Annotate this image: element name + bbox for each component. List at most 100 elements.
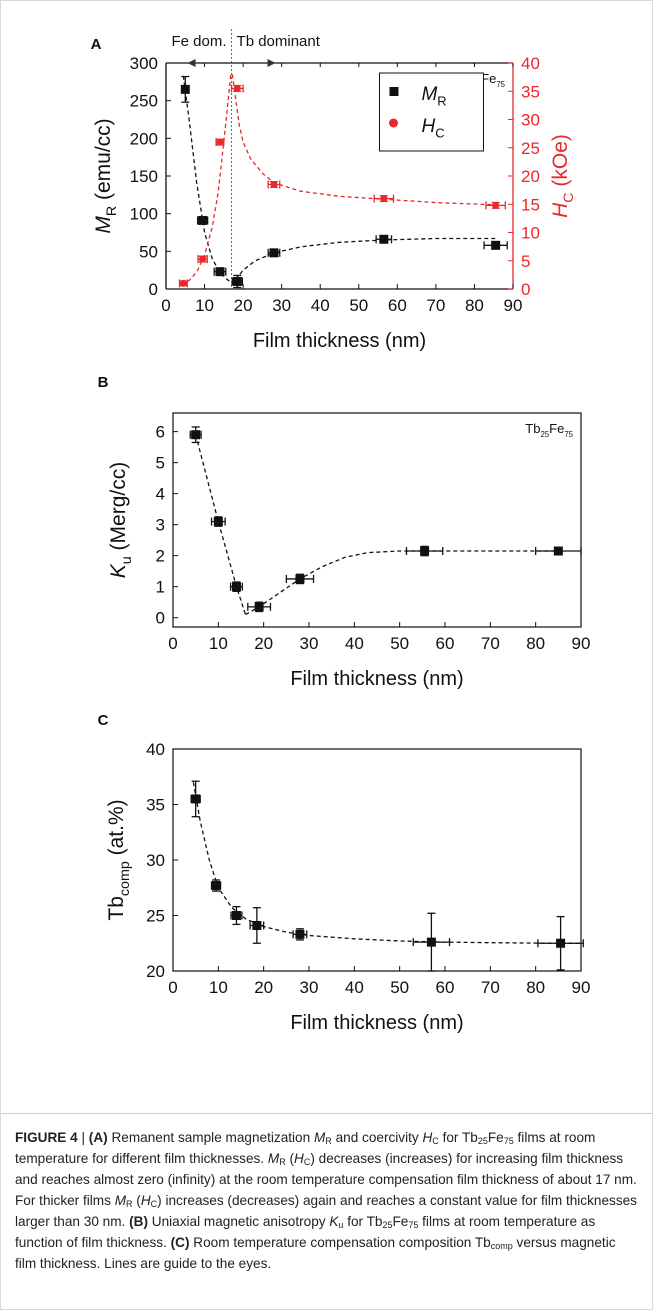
x-tick-label: 30 [300, 634, 319, 653]
x-tick-label: 90 [572, 634, 591, 653]
label-units: (emu/cc) [92, 118, 115, 206]
y-tick-label: 150 [130, 167, 158, 186]
y-tick-label: 250 [130, 92, 158, 111]
annotation-tb-dominant: Tb dominant [237, 33, 321, 50]
y-tick-label: 3 [156, 516, 165, 535]
caption-segment: Fe [392, 1214, 409, 1229]
caption-segment: K [329, 1214, 339, 1229]
data-point [232, 276, 242, 286]
panel-letter: A [91, 36, 102, 53]
data-point [553, 546, 563, 556]
sample-label-subscript: 75 [496, 80, 505, 89]
x-tick-label: 70 [481, 978, 500, 997]
y-tick-label: 35 [146, 796, 165, 815]
caption-segment: H [422, 1130, 433, 1145]
caption-segment: 75 [503, 1136, 514, 1146]
x-tick-label: 80 [526, 634, 545, 653]
annotation-fe-dominant: Fe dom. [172, 33, 227, 50]
sample-label-element: Fe [481, 71, 496, 86]
x-tick-label: 50 [349, 296, 368, 315]
y-axis-title: MR (emu/cc) [92, 118, 120, 233]
y-right-tick-label: 35 [521, 82, 540, 101]
sample-label-element: Fe [549, 421, 564, 436]
data-point-hc [270, 180, 278, 188]
y-axis-title: Ku (Merg/cc) [107, 462, 135, 578]
data-point-hc [492, 201, 500, 209]
x-tick-label: 10 [195, 296, 214, 315]
data-point [556, 938, 566, 948]
panel-letter: B [98, 374, 109, 391]
caption-segment: H [294, 1151, 304, 1166]
caption-segment: M [267, 1151, 280, 1166]
label-units: (at.%) [105, 799, 128, 861]
data-point-hc [199, 255, 207, 263]
y-tick-label: 200 [130, 129, 158, 148]
caption-segment: ) increases (decreases) again and reache… [15, 1193, 637, 1229]
data-point [379, 234, 389, 244]
label-symbol: H [421, 116, 435, 137]
x-tick-label: 80 [526, 978, 545, 997]
data-point [231, 911, 241, 920]
y-right-tick-label: 5 [521, 252, 530, 271]
caption-figure-label: FIGURE 4 [15, 1130, 78, 1145]
data-point [491, 240, 501, 250]
y-right-tick-label: 20 [521, 167, 540, 186]
caption-segment: films at room temperature for different … [15, 1130, 596, 1166]
plot-frame [172, 748, 582, 972]
x-tick-label: 70 [426, 296, 445, 315]
x-tick-label: 30 [300, 978, 319, 997]
caption-segment: versus magnetic film thickness. Lines ar… [15, 1235, 616, 1271]
data-point-hc [179, 279, 187, 287]
label-symbol: Tb [105, 896, 128, 921]
sample-label-subscript: 25 [540, 430, 549, 439]
annotation-arrow-left [187, 59, 196, 67]
x-tick-label: 40 [311, 296, 330, 315]
data-point-hc [216, 138, 224, 146]
data-point [252, 920, 262, 930]
label-units: (Merg/cc) [107, 462, 130, 557]
data-point [269, 248, 279, 258]
label-subscript: R [104, 206, 120, 216]
data-point [180, 84, 190, 94]
x-tick-label: 70 [481, 634, 500, 653]
fit-line [195, 434, 247, 615]
x-tick-label: 50 [390, 634, 409, 653]
legend-marker-hc [388, 118, 398, 128]
x-tick-label: 50 [390, 978, 409, 997]
label-symbol: M [92, 216, 115, 234]
y-tick-label: 300 [130, 54, 158, 73]
data-point [295, 929, 305, 939]
legend-marker-mr [389, 87, 399, 96]
sample-label: Tb25Fe75 [525, 421, 573, 439]
x-axis-title: Film thickness (nm) [290, 1012, 463, 1034]
x-tick-label: 60 [436, 634, 455, 653]
x-tick-label: 0 [168, 634, 177, 653]
y-axis-title: Tbcomp (at.%) [105, 799, 133, 920]
x-tick-label: 60 [436, 978, 455, 997]
data-point [231, 582, 241, 592]
x-tick-label: 10 [209, 978, 228, 997]
caption-segment: M [313, 1130, 326, 1145]
y-tick-label: 2 [156, 547, 165, 566]
data-point-hc [233, 84, 241, 92]
y-tick-label: 4 [156, 485, 165, 504]
data-point [213, 517, 223, 527]
fit-line [245, 550, 563, 616]
figure-svg: A0 10 20 30 40 50 60 70 80 9005010015020025030005… [91, 29, 591, 1034]
caption-segment: ) decreases (increases) for increasing f… [15, 1151, 637, 1208]
caption-segment: u [338, 1220, 344, 1230]
sample-label-subscript: 75 [564, 430, 573, 439]
annotation-arrow-right [267, 59, 276, 67]
label-symbol: H [549, 202, 572, 218]
y-right-tick-label: 25 [521, 139, 540, 158]
caption-segment: R [325, 1136, 332, 1146]
caption-segment: ( [285, 1151, 294, 1166]
y-tick-label: 0 [149, 280, 158, 299]
caption-segment: (B) [129, 1214, 148, 1229]
data-point [254, 602, 264, 612]
legend-box [378, 72, 484, 152]
figure-caption: FIGURE 4 | (A) Remanent sample magnetiza… [15, 1127, 637, 1274]
x-tick-label: 20 [234, 296, 253, 315]
caption-segment: C [432, 1136, 439, 1146]
